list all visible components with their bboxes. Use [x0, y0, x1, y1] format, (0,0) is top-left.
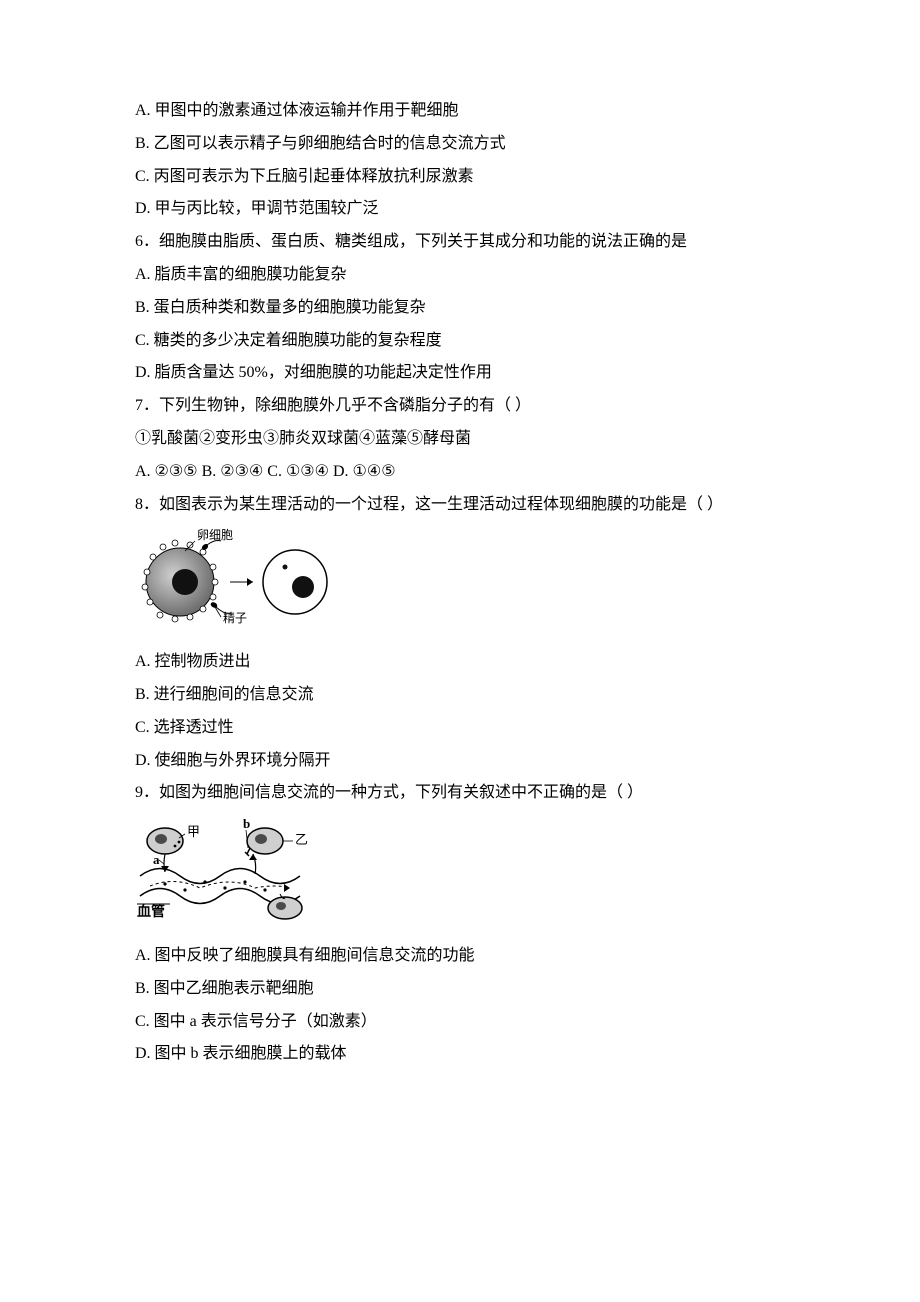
question-9-option-d: D. 图中 b 表示细胞膜上的载体: [135, 1038, 785, 1071]
document-page: A. 甲图中的激素通过体液运输并作用于靶细胞 B. 乙图可以表示精子与卵细胞结合…: [0, 0, 920, 1302]
question-8-figure: 卵细胞 精子: [135, 527, 785, 640]
option-d: D. 甲与丙比较，甲调节范围较广泛: [135, 193, 785, 226]
question-9-option-a: A. 图中反映了细胞膜具有细胞间信息交流的功能: [135, 940, 785, 973]
egg-label: 卵细胞: [197, 528, 233, 542]
option-c: C. 丙图可表示为下丘脑引起垂体释放抗利尿激素: [135, 161, 785, 194]
question-8-option-c: C. 选择透过性: [135, 712, 785, 745]
question-7: 7．下列生物钟，除细胞膜外几乎不含磷脂分子的有（ ）: [135, 390, 785, 423]
option-a: A. 甲图中的激素通过体液运输并作用于靶细胞: [135, 95, 785, 128]
b-label: b: [243, 816, 250, 831]
question-7-list: ①乳酸菌②变形虫③肺炎双球菌④蓝藻⑤酵母菌: [135, 423, 785, 456]
question-7-options: A. ②③⑤ B. ②③④ C. ①③④ D. ①④⑤: [135, 456, 785, 489]
question-9-option-c: C. 图中 a 表示信号分子（如激素）: [135, 1006, 785, 1039]
question-6: 6．细胞膜由脂质、蛋白质、糖类组成，下列关于其成分和功能的说法正确的是: [135, 226, 785, 259]
yi-label: 乙: [295, 832, 308, 847]
question-6-option-c: C. 糖类的多少决定着细胞膜功能的复杂程度: [135, 325, 785, 358]
question-6-option-d: D. 脂质含量达 50%，对细胞膜的功能起决定性作用: [135, 357, 785, 390]
jia-label: 甲: [187, 824, 200, 839]
question-6-option-b: B. 蛋白质种类和数量多的细胞膜功能复杂: [135, 292, 785, 325]
signal-transduction-diagram: 甲 a b 乙 血管: [135, 816, 325, 921]
question-9: 9．如图为细胞间信息交流的一种方式，下列有关叙述中不正确的是（ ）: [135, 777, 785, 810]
question-8: 8．如图表示为某生理活动的一个过程，这一生理活动过程体现细胞膜的功能是（ ）: [135, 489, 785, 522]
a-label: a: [153, 852, 160, 867]
question-9-figure: 甲 a b 乙 血管: [135, 816, 785, 934]
option-b: B. 乙图可以表示精子与卵细胞结合时的信息交流方式: [135, 128, 785, 161]
question-8-option-b: B. 进行细胞间的信息交流: [135, 679, 785, 712]
vessel-label: 血管: [137, 903, 165, 920]
question-8-option-a: A. 控制物质进出: [135, 646, 785, 679]
fertilization-diagram: 卵细胞 精子: [135, 527, 335, 627]
sperm-label: 精子: [223, 611, 247, 625]
question-8-option-d: D. 使细胞与外界环境分隔开: [135, 745, 785, 778]
question-6-option-a: A. 脂质丰富的细胞膜功能复杂: [135, 259, 785, 292]
question-9-option-b: B. 图中乙细胞表示靶细胞: [135, 973, 785, 1006]
